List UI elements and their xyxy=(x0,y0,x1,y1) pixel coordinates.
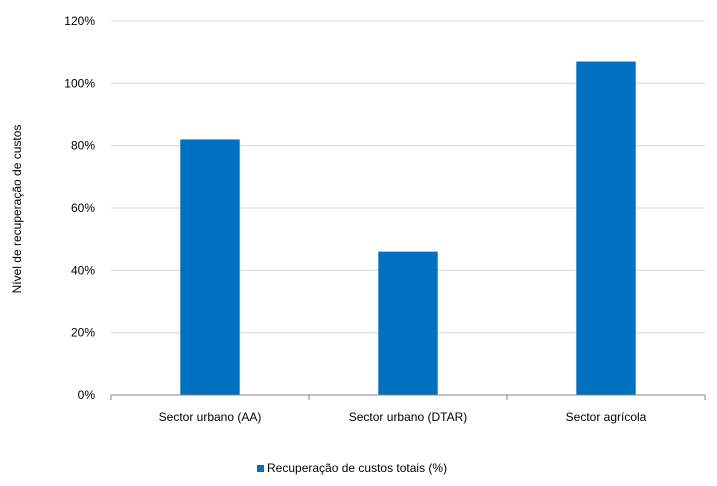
y-tick-label: 60% xyxy=(71,201,95,215)
x-tick-label: Sector urbano (AA) xyxy=(159,410,262,424)
y-tick-label: 80% xyxy=(71,139,95,153)
y-tick-label: 100% xyxy=(64,76,95,90)
y-tick-label: 40% xyxy=(71,263,95,277)
y-tick-label: 20% xyxy=(71,326,95,340)
legend: Recuperação de custos totais (%) xyxy=(257,461,447,475)
legend-label: Recuperação de custos totais (%) xyxy=(267,461,447,475)
x-tick-labels: Sector urbano (AA) Sector urbano (DTAR) Se… xyxy=(110,395,706,424)
bar xyxy=(576,61,636,396)
bars xyxy=(180,61,636,396)
bar xyxy=(378,251,438,395)
x-tick-label: Sector agrícola xyxy=(566,410,647,424)
y-tick-labels: 0% 20% 40% 60% 80% 100% 120% xyxy=(64,14,95,402)
y-tick-label: 0% xyxy=(78,388,96,402)
legend-swatch xyxy=(257,465,264,472)
bar xyxy=(180,139,240,395)
y-tick-label: 120% xyxy=(64,14,95,28)
y-axis-title: Nível de recuperação de custos xyxy=(10,125,24,294)
x-tick-label: Sector urbano (DTAR) xyxy=(349,410,467,424)
